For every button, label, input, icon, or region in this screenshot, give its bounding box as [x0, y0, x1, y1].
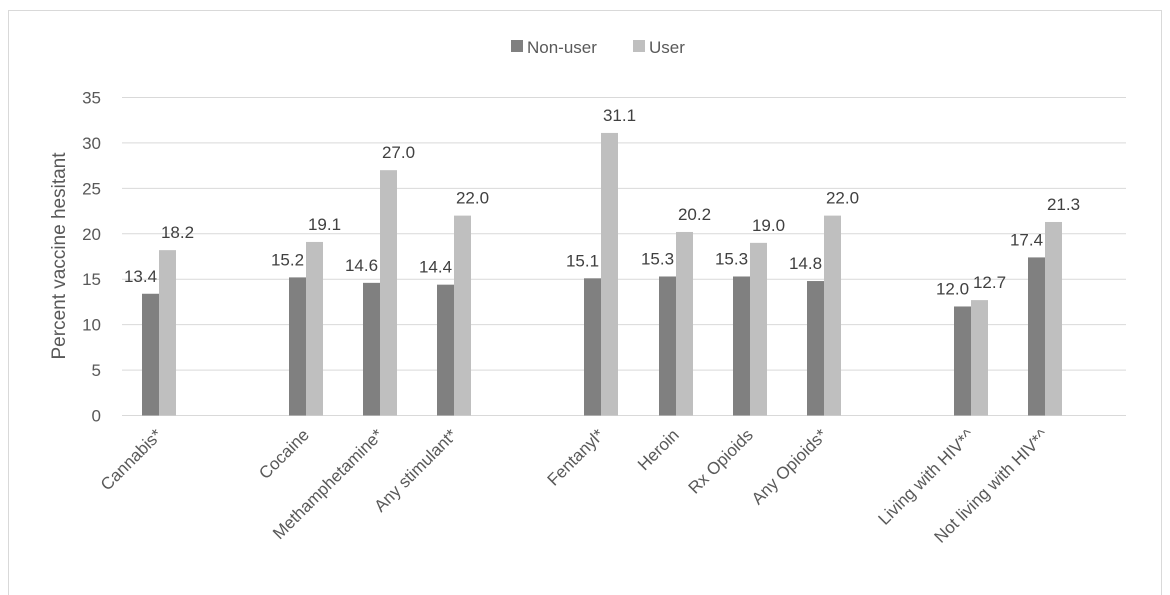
bar-non-user-8	[954, 306, 971, 416]
y-tick-label: 10	[82, 316, 101, 335]
bar-user-6	[750, 242, 767, 416]
legend-label-non-user: Non-user	[527, 38, 597, 57]
bar-non-user-1	[289, 277, 306, 416]
data-label: 19.1	[308, 215, 341, 234]
x-tick-label: Rx Opioids	[685, 425, 757, 497]
x-tick-label: Cannabis*	[97, 425, 166, 494]
data-labels: 13.4 18.2 15.219.1 14.6 27.0 14.4 22.0 15.1 31.1…	[124, 106, 1080, 299]
bar-user-2	[380, 170, 397, 416]
data-label: 15.2	[271, 250, 304, 269]
bar-non-user-9	[1028, 257, 1045, 416]
bars	[142, 132, 1062, 416]
data-label: 12.7	[973, 273, 1006, 292]
data-label: 31.1	[603, 106, 636, 125]
legend-swatch-non-user	[511, 40, 523, 52]
data-label: 15.1	[566, 251, 599, 270]
data-label: 19.0	[752, 216, 785, 235]
bar-user-8	[971, 300, 988, 416]
data-label: 12.0	[936, 279, 969, 298]
bar-non-user-0	[142, 293, 159, 416]
data-label: 13.4	[124, 267, 157, 286]
data-label: 14.4	[419, 258, 452, 277]
x-tick-label: Heroin	[634, 425, 683, 474]
bar-non-user-2	[363, 282, 380, 416]
data-label: 22.0	[456, 189, 489, 208]
legend-label-user: User	[649, 38, 685, 57]
y-tick-label: 5	[92, 361, 101, 380]
data-label: 20.2	[678, 205, 711, 224]
bar-user-3	[454, 215, 471, 416]
legend: Non-user User	[511, 38, 685, 57]
data-label: 15.3	[715, 249, 748, 268]
y-tick-label: 35	[82, 89, 101, 108]
data-label: 21.3	[1047, 195, 1080, 214]
legend-swatch-user	[633, 40, 645, 52]
bar-non-user-7	[807, 281, 824, 416]
y-tick-label: 15	[82, 270, 101, 289]
y-axis-ticks: 0 5 10 15 20 25 30 35	[82, 89, 101, 426]
y-tick-label: 20	[82, 225, 101, 244]
bar-user-7	[824, 215, 841, 416]
y-axis-label: Percent vaccine hesitant	[49, 152, 70, 360]
bar-non-user-5	[659, 276, 676, 416]
x-tick-label: Cocaine	[255, 425, 313, 483]
bar-user-0	[159, 250, 176, 416]
bar-non-user-4	[584, 278, 601, 416]
bar-user-4	[601, 132, 618, 416]
y-tick-label: 25	[82, 179, 101, 198]
y-tick-label: 0	[92, 407, 101, 426]
bar-non-user-3	[437, 284, 454, 416]
data-label: 15.3	[641, 249, 674, 268]
bar-non-user-6	[733, 276, 750, 416]
data-label: 14.8	[789, 254, 822, 273]
data-label: 17.4	[1010, 230, 1043, 249]
x-tick-label: Fentanyl*	[544, 425, 608, 489]
bar-user-5	[676, 231, 693, 416]
bar-user-9	[1045, 221, 1062, 416]
data-label: 14.6	[345, 256, 378, 275]
x-tick-label: Any Opioids*	[748, 425, 831, 508]
data-label: 27.0	[382, 143, 415, 162]
y-tick-label: 30	[82, 134, 101, 153]
bar-user-1	[306, 241, 323, 416]
data-label: 22.0	[826, 189, 859, 208]
data-label: 18.2	[161, 223, 194, 242]
